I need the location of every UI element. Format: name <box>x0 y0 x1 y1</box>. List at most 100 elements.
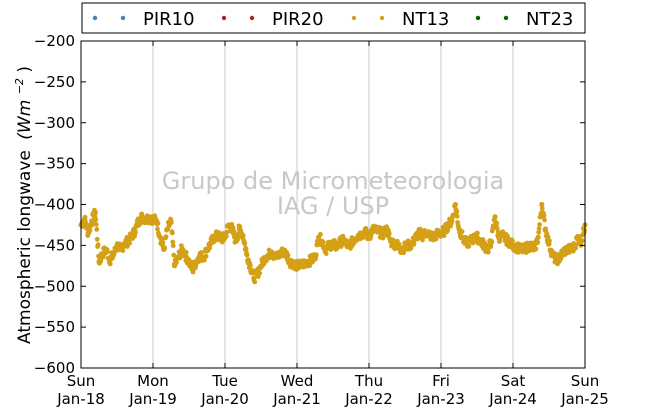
y-axis: −200 −250 −300 −350 −400 −450 −500 −550 −600 <box>34 32 585 377</box>
data-point <box>243 247 249 253</box>
data-point <box>105 249 110 255</box>
data-point <box>93 222 99 227</box>
x-tick-label-day: Sun <box>67 372 96 390</box>
y-axis-label-unit: (Wm <box>15 100 35 140</box>
x-tick-label-date: Jan-19 <box>128 390 177 408</box>
data-point <box>240 232 245 238</box>
legend-box <box>81 2 586 34</box>
data-point <box>542 217 547 223</box>
data-point <box>535 239 541 245</box>
data-point <box>244 252 250 258</box>
data-point <box>153 216 159 222</box>
y-tick-label: −300 <box>34 114 75 132</box>
data-point <box>171 252 177 258</box>
data-point <box>82 214 88 220</box>
legend-marker <box>249 15 255 21</box>
y-tick-label: −500 <box>34 277 75 295</box>
data-point <box>235 237 241 242</box>
data-point <box>485 249 491 255</box>
data-point <box>170 243 176 249</box>
data-point <box>94 226 100 232</box>
data-point <box>155 226 160 232</box>
data-point <box>384 224 389 230</box>
data-point <box>242 241 248 247</box>
data-point <box>107 261 113 267</box>
data-point <box>162 245 168 251</box>
data-point <box>510 238 515 244</box>
data-point <box>537 222 542 227</box>
data-point <box>169 230 175 236</box>
grid <box>152 41 514 368</box>
x-tick-label-day: Sat <box>501 372 526 390</box>
legend-marker <box>92 15 98 21</box>
x-tick-label-date: Jan-23 <box>416 390 465 408</box>
data-point <box>536 229 542 235</box>
data-point <box>203 253 209 259</box>
y-tick-label: −350 <box>34 155 75 173</box>
data-point <box>92 207 97 213</box>
legend-label: NT13 <box>402 9 449 30</box>
data-point <box>475 230 480 236</box>
data-point <box>579 238 585 244</box>
y-axis-label-unit-close: ) <box>15 66 35 73</box>
legend-label: PIR10 <box>143 9 195 30</box>
data-point <box>177 255 183 261</box>
data-point <box>396 241 402 247</box>
data-point <box>454 213 460 219</box>
data-point <box>266 247 272 253</box>
data-point <box>207 245 213 251</box>
x-tick-label-date: Jan-25 <box>560 390 609 408</box>
x-tick-label-day: Fri <box>432 372 450 390</box>
data-point <box>441 233 447 238</box>
y-tick-label: −550 <box>34 318 75 336</box>
data-point <box>188 259 194 265</box>
y-tick-label: −450 <box>34 236 75 254</box>
data-point <box>408 245 414 251</box>
data-point <box>466 243 472 249</box>
watermark-line-1: Grupo de Micrometeorologia <box>162 167 504 195</box>
data-point <box>494 220 500 226</box>
data-point <box>127 240 132 246</box>
data-point <box>133 230 138 236</box>
x-tick-label-day: Wed <box>281 372 314 390</box>
legend-marker <box>221 15 227 21</box>
data-point <box>533 246 539 252</box>
data-point <box>169 220 174 225</box>
data-point <box>98 258 104 264</box>
data-point <box>94 236 100 242</box>
legend-marker <box>503 15 509 21</box>
x-tick-label-date: Jan-22 <box>344 390 393 408</box>
data-point <box>95 242 101 248</box>
data-point <box>344 244 350 250</box>
watermark: Grupo de Micrometeorologia IAG / USP <box>162 167 504 220</box>
data-point <box>163 234 169 240</box>
y-tick-label: −250 <box>34 73 75 91</box>
data-point <box>160 240 166 245</box>
data-point <box>87 227 93 233</box>
data-point <box>285 252 291 258</box>
data-point <box>318 231 323 237</box>
y-tick-label: −600 <box>34 359 75 377</box>
data-point <box>386 231 392 237</box>
data-point <box>433 236 439 242</box>
data-point <box>489 239 495 245</box>
data-point <box>547 238 552 244</box>
data-point <box>363 226 369 231</box>
legend-label: NT23 <box>526 9 573 30</box>
data-point <box>539 201 545 208</box>
data-point <box>183 249 189 255</box>
data-point <box>231 229 237 234</box>
legend-marker <box>475 15 481 21</box>
legend-marker <box>379 15 385 21</box>
y-tick-label: −200 <box>34 32 75 50</box>
x-tick-label-date: Jan-20 <box>200 390 249 408</box>
x-tick-label-day: Tue <box>211 372 238 390</box>
legend: PIR10 PIR20 NT13 NT23 <box>81 2 586 34</box>
legend-marker <box>120 15 126 21</box>
x-tick-label-date: Jan-21 <box>272 390 321 408</box>
data-point <box>252 279 258 285</box>
data-point <box>155 220 161 226</box>
data-point <box>170 239 176 245</box>
data-point <box>174 260 179 266</box>
